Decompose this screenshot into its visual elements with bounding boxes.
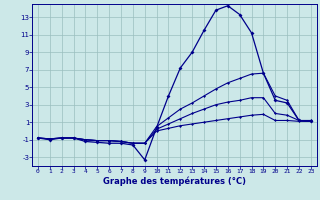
X-axis label: Graphe des températures (°C): Graphe des températures (°C)	[103, 177, 246, 186]
